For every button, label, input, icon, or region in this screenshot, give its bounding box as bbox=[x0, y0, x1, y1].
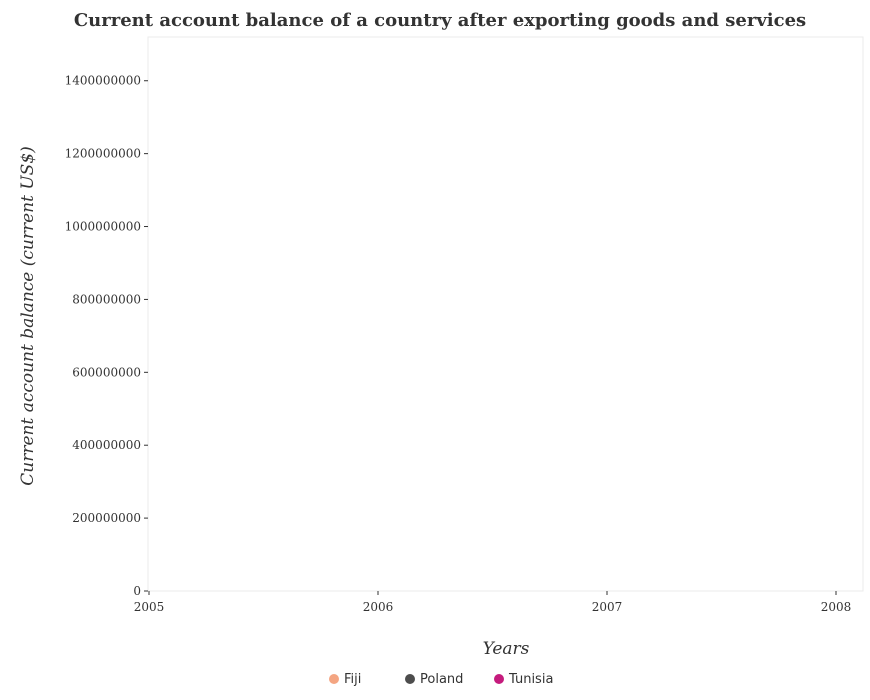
y-tick-label: 1400000000 bbox=[65, 74, 141, 88]
legend-label: Tunisia bbox=[508, 672, 553, 687]
legend-marker bbox=[329, 674, 339, 684]
y-tick-label: 0 bbox=[133, 584, 141, 598]
x-tick-label: 2007 bbox=[592, 600, 623, 614]
legend-item: Poland bbox=[405, 672, 463, 687]
legend: Fiji Poland Tunisia bbox=[329, 672, 553, 687]
y-tick-label: 200000000 bbox=[72, 511, 141, 525]
y-tick-label: 1000000000 bbox=[65, 220, 141, 234]
legend-item: Fiji bbox=[329, 672, 361, 687]
plot-area bbox=[147, 36, 864, 592]
chart-title: Current account balance of a country aft… bbox=[74, 10, 806, 31]
legend-item: Tunisia bbox=[494, 672, 553, 687]
x-axis: 2005 2006 2007 2008 bbox=[134, 591, 852, 614]
x-tick-label: 2006 bbox=[363, 600, 394, 614]
y-tick-label: 1200000000 bbox=[65, 147, 141, 161]
x-tick-label: 2008 bbox=[821, 600, 852, 614]
y-tick-label: 800000000 bbox=[72, 292, 141, 306]
legend-label: Poland bbox=[420, 672, 463, 687]
y-tick-label: 400000000 bbox=[72, 438, 141, 452]
x-tick-label: 2005 bbox=[134, 600, 165, 614]
y-axis: 0 200000000 400000000 600000000 800000000 100… bbox=[65, 74, 148, 598]
legend-marker bbox=[494, 674, 504, 684]
legend-label: Fiji bbox=[344, 672, 361, 687]
y-tick-label: 600000000 bbox=[72, 365, 141, 379]
y-axis-title: Current account balance (current US$) bbox=[18, 146, 38, 486]
legend-marker bbox=[405, 674, 415, 684]
x-axis-title: Years bbox=[483, 639, 530, 659]
